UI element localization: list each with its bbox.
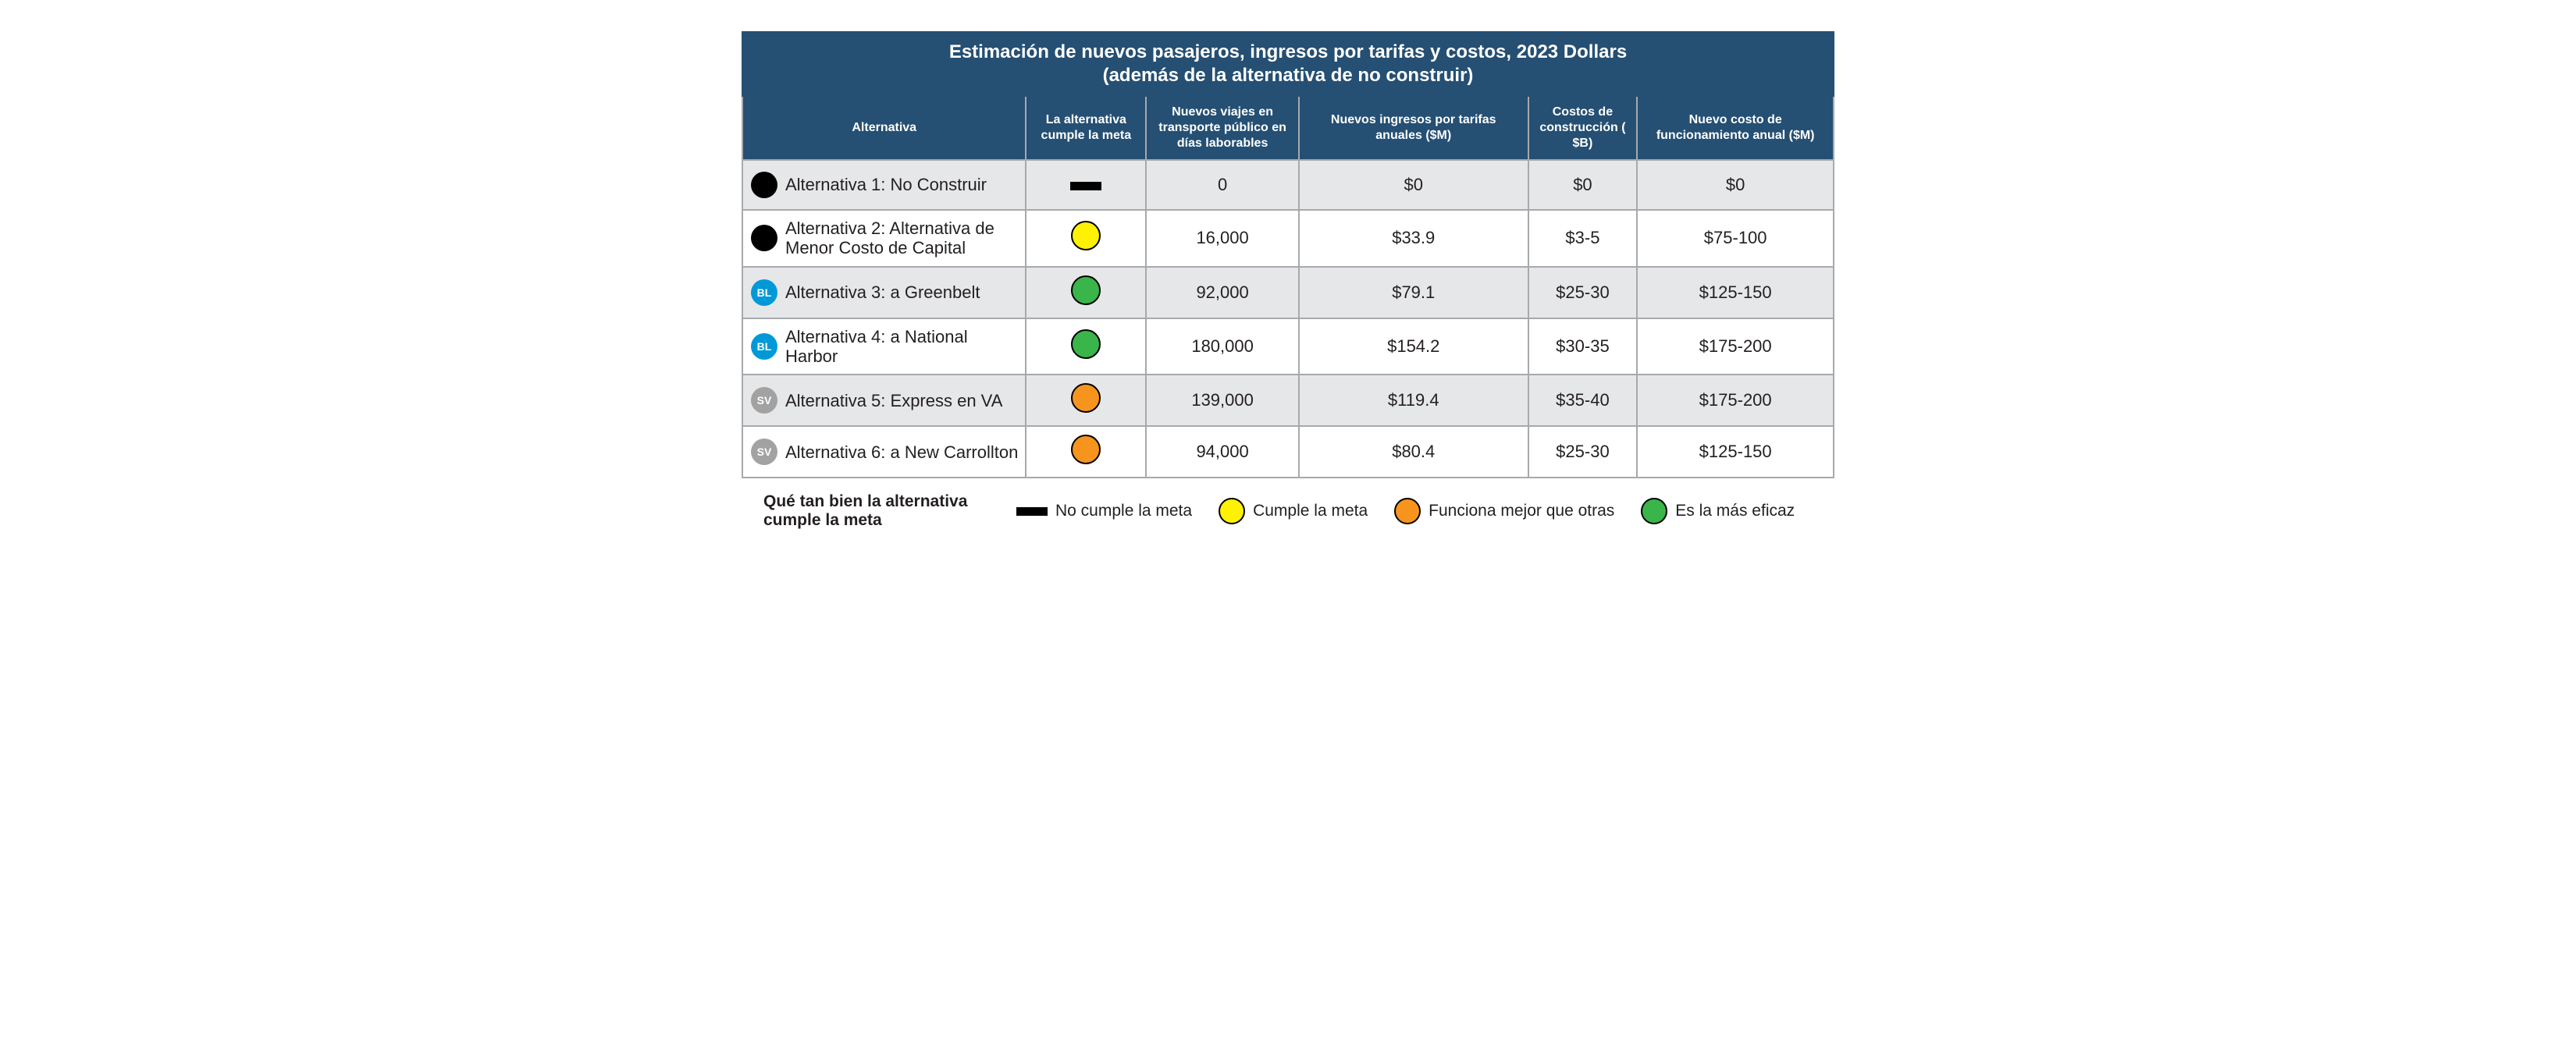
cell-meets-goal [1026, 375, 1146, 426]
table-row: SVAlternativa 6: a New Carrollton94,000$… [742, 426, 1834, 478]
legend-item-label: Funciona mejor que otras [1429, 502, 1614, 520]
cell-new-trips: 94,000 [1146, 426, 1299, 478]
score-orange-icon [1071, 435, 1101, 464]
cell-construction: $25-30 [1528, 426, 1638, 478]
legend-item: Es la más eficaz [1641, 498, 1795, 524]
line-badge-bl-icon: BL [751, 333, 777, 360]
table-title-line2: (además de la alternativa de no construi… [1103, 65, 1474, 86]
line-badge-bl-icon: BL [751, 279, 777, 306]
col-header-new-trips: Nuevos viajes en transporte público en d… [1146, 96, 1299, 160]
table-row: Alternativa 1: No Construir0$0$0$0 [742, 160, 1834, 210]
legend-item: No cumple la meta [1016, 502, 1192, 520]
table-title-line1: Estimación de nuevos pasajeros, ingresos… [949, 41, 1627, 62]
table-row: SV Alternativa 5: Express en VA 139,000$11… [742, 375, 1834, 426]
score-green-icon [1641, 498, 1667, 524]
table-row: Alternativa 2: Alternativa de Menor Cost… [742, 210, 1834, 267]
cell-revenue: $80.4 [1299, 426, 1528, 478]
alternative-label: Alternativa 4: a National Harbor [785, 327, 1020, 367]
alternative-label: Alternativa 5: Express en VA [785, 391, 1002, 410]
cell-meets-goal [1026, 160, 1146, 210]
cell-alternative: SV Alternativa 6: a New Carrollton [742, 426, 1026, 478]
alternative-label: Alternativa 1: No Construir [785, 175, 987, 194]
cell-operating: $175-200 [1637, 318, 1834, 375]
alternatives-table: Estimación de nuevos pasajeros, ingresos… [742, 31, 1834, 478]
cell-operating: $75-100 [1637, 210, 1834, 267]
alternative-label: Alternativa 3: a Greenbelt [785, 282, 980, 302]
score-green-icon [1071, 275, 1101, 305]
legend-items: No cumple la meta Cumple la meta Funciona … [1016, 498, 1795, 524]
legend: Qué tan bien la alternativa cumple la me… [742, 478, 1834, 530]
cell-revenue: $33.9 [1299, 210, 1528, 267]
table-title: Estimación de nuevos pasajeros, ingresos… [742, 32, 1834, 96]
table-row: BLAlternativa 3: a Greenbelt92,000$79.1$… [742, 267, 1834, 318]
cell-new-trips: 139,000 [1146, 375, 1299, 426]
score-yellow-icon [1071, 221, 1101, 250]
cell-alternative: Alternativa 1: No Construir [742, 160, 1026, 210]
cell-meets-goal [1026, 267, 1146, 318]
col-header-meets-goal: La alternativa cumple la meta [1026, 96, 1146, 160]
col-header-operating: Nuevo costo de funcionamiento anual ($M) [1637, 96, 1834, 160]
score-none-icon [1070, 182, 1101, 190]
cell-revenue: $119.4 [1299, 375, 1528, 426]
line-badge-sv-icon: SV [751, 439, 777, 465]
cell-alternative: Alternativa 2: Alternativa de Menor Cost… [742, 210, 1026, 267]
table-row: BL Alternativa 4: a National Harbor 180,00… [742, 318, 1834, 375]
legend-item-label: Cumple la meta [1253, 502, 1368, 520]
legend-item-label: No cumple la meta [1055, 502, 1192, 520]
legend-item-label: Es la más eficaz [1675, 502, 1795, 520]
cell-operating: $125-150 [1637, 426, 1834, 478]
score-yellow-icon [1219, 498, 1245, 524]
table-container: Estimación de nuevos pasajeros, ingresos… [742, 31, 1834, 530]
cell-revenue: $79.1 [1299, 267, 1528, 318]
cell-alternative: SV Alternativa 5: Express en VA [742, 375, 1026, 426]
cell-new-trips: 92,000 [1146, 267, 1299, 318]
score-orange-icon [1071, 383, 1101, 413]
cell-operating: $175-200 [1637, 375, 1834, 426]
col-header-revenue: Nuevos ingresos por tarifas anuales ($M) [1299, 96, 1528, 160]
cell-meets-goal [1026, 426, 1146, 478]
cell-construction: $30-35 [1528, 318, 1638, 375]
col-header-construction: Costos de construcción ( $B) [1528, 96, 1638, 160]
cell-operating: $0 [1637, 160, 1834, 210]
cell-operating: $125-150 [1637, 267, 1834, 318]
cell-meets-goal [1026, 210, 1146, 267]
cell-new-trips: 180,000 [1146, 318, 1299, 375]
alternative-label: Alternativa 2: Alternativa de Menor Cost… [785, 218, 1020, 258]
cell-new-trips: 16,000 [1146, 210, 1299, 267]
score-none-icon [1016, 507, 1048, 516]
cell-new-trips: 0 [1146, 160, 1299, 210]
cell-construction: $25-30 [1528, 267, 1638, 318]
cell-meets-goal [1026, 318, 1146, 375]
cell-construction: $3-5 [1528, 210, 1638, 267]
legend-title: Qué tan bien la alternativa cumple la me… [763, 492, 998, 530]
legend-item: Funciona mejor que otras [1394, 498, 1614, 524]
line-badge-sv-icon: SV [751, 387, 777, 414]
alternative-label: Alternativa 6: a New Carrollton [785, 442, 1018, 462]
col-header-alternative: Alternativa [742, 96, 1026, 160]
score-green-icon [1071, 329, 1101, 359]
score-orange-icon [1394, 498, 1421, 524]
cell-revenue: $154.2 [1299, 318, 1528, 375]
cell-alternative: BL Alternativa 4: a National Harbor [742, 318, 1026, 375]
legend-item: Cumple la meta [1219, 498, 1368, 524]
cell-alternative: BL Alternativa 3: a Greenbelt [742, 267, 1026, 318]
dot-black-icon [751, 225, 777, 251]
cell-revenue: $0 [1299, 160, 1528, 210]
dot-black-icon [751, 172, 777, 198]
cell-construction: $35-40 [1528, 375, 1638, 426]
cell-construction: $0 [1528, 160, 1638, 210]
